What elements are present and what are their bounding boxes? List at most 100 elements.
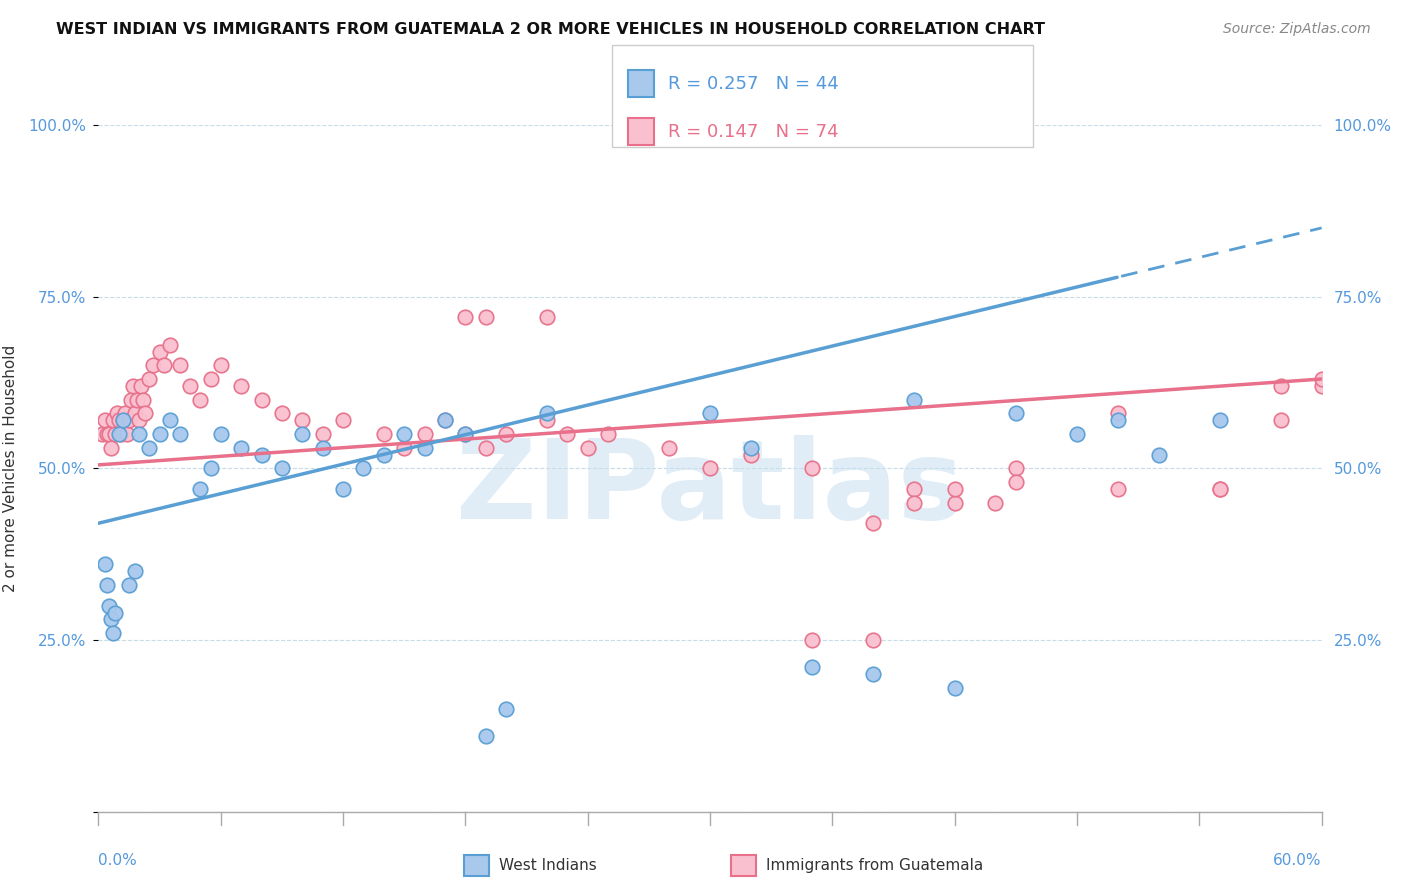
- Point: [111, 413, 134, 427]
- Point: [557, 426, 579, 441]
- Point: [159, 413, 181, 427]
- Point: [536, 310, 558, 325]
- Point: [108, 426, 131, 441]
- Point: [149, 426, 172, 441]
- Point: [128, 413, 150, 427]
- Point: [138, 441, 160, 455]
- Point: [96, 426, 118, 441]
- Point: [943, 495, 966, 509]
- Point: [149, 344, 172, 359]
- Point: [200, 461, 222, 475]
- Point: [474, 441, 498, 455]
- Point: [128, 426, 150, 441]
- Point: [1107, 406, 1129, 420]
- Point: [740, 441, 762, 455]
- Point: [1107, 413, 1129, 427]
- Point: [127, 392, 149, 407]
- Point: [332, 482, 354, 496]
- Point: [169, 426, 191, 441]
- Point: [169, 358, 191, 373]
- Point: [105, 406, 128, 420]
- Point: [1208, 482, 1232, 496]
- Point: [91, 426, 114, 441]
- Point: [332, 413, 354, 427]
- Point: [104, 426, 127, 441]
- Point: [699, 461, 721, 475]
- Text: Source: ZipAtlas.com: Source: ZipAtlas.com: [1223, 22, 1371, 37]
- Y-axis label: 2 or more Vehicles in Household: 2 or more Vehicles in Household: [3, 344, 17, 592]
- Point: [596, 426, 619, 441]
- Point: [984, 495, 1007, 509]
- Point: [903, 482, 925, 496]
- Point: [1004, 475, 1026, 489]
- Point: [536, 406, 558, 420]
- Point: [903, 392, 925, 407]
- Point: [97, 426, 120, 441]
- Point: [142, 358, 165, 373]
- Text: Immigrants from Guatemala: Immigrants from Guatemala: [766, 858, 984, 872]
- Point: [413, 441, 436, 455]
- Point: [392, 426, 416, 441]
- Point: [801, 633, 824, 648]
- Point: [209, 426, 232, 441]
- Point: [1208, 482, 1232, 496]
- Point: [1147, 448, 1170, 462]
- Point: [1270, 413, 1292, 427]
- Point: [100, 612, 122, 626]
- Point: [1066, 426, 1088, 441]
- Point: [536, 413, 558, 427]
- Point: [433, 413, 456, 427]
- Point: [291, 413, 314, 427]
- Point: [373, 448, 395, 462]
- Point: [801, 461, 824, 475]
- Point: [454, 426, 477, 441]
- Point: [943, 482, 966, 496]
- Point: [312, 441, 335, 455]
- Point: [1208, 413, 1232, 427]
- Point: [101, 413, 124, 427]
- Point: [111, 413, 134, 427]
- Point: [943, 681, 966, 695]
- Point: [188, 392, 212, 407]
- Point: [1310, 379, 1333, 393]
- Point: [1310, 372, 1333, 386]
- Point: [862, 516, 884, 531]
- Point: [576, 441, 599, 455]
- Point: [179, 379, 201, 393]
- Point: [124, 565, 146, 579]
- Point: [101, 626, 124, 640]
- Point: [104, 606, 127, 620]
- Point: [93, 413, 115, 427]
- Point: [270, 461, 294, 475]
- Point: [231, 441, 253, 455]
- Point: [120, 392, 142, 407]
- Point: [1004, 461, 1026, 475]
- Point: [132, 392, 155, 407]
- Point: [152, 358, 174, 373]
- Point: [200, 372, 222, 386]
- Point: [433, 413, 456, 427]
- Point: [93, 558, 115, 572]
- Text: West Indians: West Indians: [499, 858, 598, 872]
- Point: [100, 441, 122, 455]
- Point: [474, 310, 498, 325]
- Point: [312, 426, 335, 441]
- Point: [862, 667, 884, 681]
- Point: [250, 448, 273, 462]
- Text: R = 0.147   N = 74: R = 0.147 N = 74: [668, 123, 838, 141]
- Point: [352, 461, 374, 475]
- Point: [96, 578, 118, 592]
- Point: [110, 426, 132, 441]
- Text: 0.0%: 0.0%: [98, 853, 138, 868]
- Point: [250, 392, 273, 407]
- Point: [474, 729, 498, 743]
- Point: [454, 310, 477, 325]
- Point: [231, 379, 253, 393]
- Point: [392, 441, 416, 455]
- Point: [495, 426, 517, 441]
- Point: [118, 578, 141, 592]
- Point: [291, 426, 314, 441]
- Text: 60.0%: 60.0%: [1274, 853, 1322, 868]
- Point: [373, 426, 395, 441]
- Text: R = 0.257   N = 44: R = 0.257 N = 44: [668, 75, 838, 93]
